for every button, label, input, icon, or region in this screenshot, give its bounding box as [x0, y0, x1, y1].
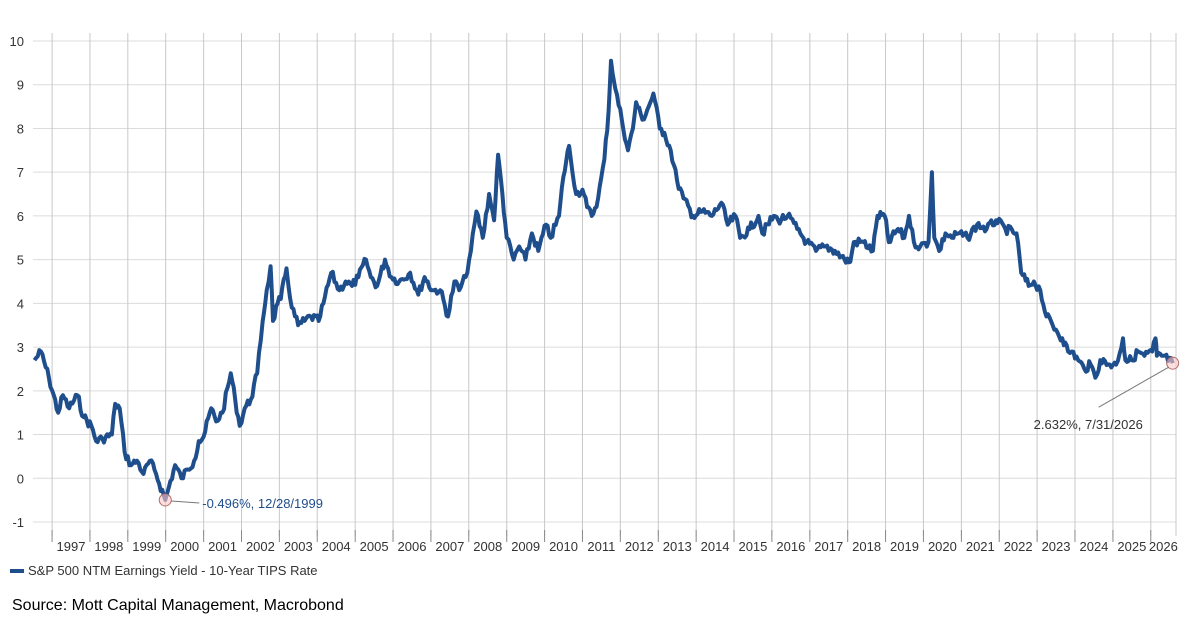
x-tick-label: 2000 — [170, 539, 199, 554]
x-tick-label: 1998 — [94, 539, 123, 554]
x-tick-label: 2007 — [435, 539, 464, 554]
legend: S&P 500 NTM Earnings Yield - 10-Year TIP… — [10, 563, 318, 578]
y-tick-label: 3 — [17, 340, 24, 355]
x-tick-label: 2002 — [246, 539, 275, 554]
y-tick-label: 5 — [17, 253, 24, 268]
x-tick-label: 2022 — [1004, 539, 1033, 554]
annotation-label-last: 2.632%, 7/31/2026 — [1034, 417, 1143, 432]
grid-lines — [33, 33, 1177, 536]
x-tick-label: 2024 — [1079, 539, 1108, 554]
x-tick-label: 2011 — [587, 539, 615, 554]
y-tick-label: 2 — [17, 384, 24, 399]
x-tick-label: 2016 — [776, 539, 805, 554]
x-tick-label: 2010 — [549, 539, 578, 554]
x-tick-label: 2023 — [1042, 539, 1071, 554]
x-tick-label: 2012 — [625, 539, 654, 554]
line-chart: -1 0 1 2 3 4 5 6 7 8 9 10 1997 1998 1999 2000 2001 2002 2… — [10, 33, 1180, 554]
x-tick-label: 2025 — [1117, 539, 1146, 554]
x-tick-label: 2020 — [928, 539, 957, 554]
x-tick-label: 2009 — [511, 539, 540, 554]
y-tick-label: 1 — [17, 428, 24, 443]
y-tick-label: 0 — [17, 471, 24, 486]
x-tick-label: 2021 — [966, 539, 995, 554]
x-tick-label: 2013 — [663, 539, 692, 554]
x-tick-label: 2006 — [398, 539, 427, 554]
x-tick-label: 2017 — [814, 539, 843, 554]
x-axis: 1997 1998 1999 2000 2001 2002 2003 2004 2005 2006… — [51, 530, 1178, 554]
x-tick-label: 2008 — [473, 539, 502, 554]
annotations-layer: -0.496%, 12/28/1999 2.632%, 7/31/2026 — [158, 356, 1180, 511]
x-tick-label: 1999 — [132, 539, 161, 554]
y-tick-label: 6 — [17, 209, 24, 224]
y-tick-label: -1 — [12, 515, 24, 530]
annotation-label-min: -0.496%, 12/28/1999 — [202, 496, 323, 511]
y-tick-label: 7 — [17, 165, 24, 180]
series-line — [32, 58, 1175, 502]
legend-label: S&P 500 NTM Earnings Yield - 10-Year TIP… — [28, 563, 318, 578]
series-layer — [32, 58, 1175, 502]
x-tick-label: 1997 — [57, 539, 86, 554]
x-tick-label: 2015 — [738, 539, 767, 554]
annotation-leader-min — [171, 500, 200, 504]
annotation-leader-last — [1098, 366, 1169, 408]
y-tick-label: 10 — [10, 34, 24, 49]
annotation-marker-last — [1166, 356, 1180, 370]
x-tick-label: 2001 — [208, 539, 237, 554]
source-note: Source: Mott Capital Management, Macrobo… — [12, 597, 344, 614]
x-tick-label: 2005 — [360, 539, 389, 554]
y-tick-label: 4 — [17, 296, 24, 311]
y-tick-label: 8 — [17, 121, 24, 136]
x-tick-label: 2019 — [890, 539, 919, 554]
x-tick-label: 2003 — [284, 539, 313, 554]
y-axis: -1 0 1 2 3 4 5 6 7 8 9 10 — [10, 34, 24, 530]
x-tick-label: 2026 — [1149, 539, 1178, 554]
y-tick-label: 9 — [17, 78, 24, 93]
x-tick-label: 2014 — [701, 539, 730, 554]
x-tick-label: 2018 — [852, 539, 881, 554]
x-tick-label: 2004 — [322, 539, 351, 554]
legend-swatch — [10, 568, 24, 573]
annotation-marker-min — [158, 493, 172, 507]
